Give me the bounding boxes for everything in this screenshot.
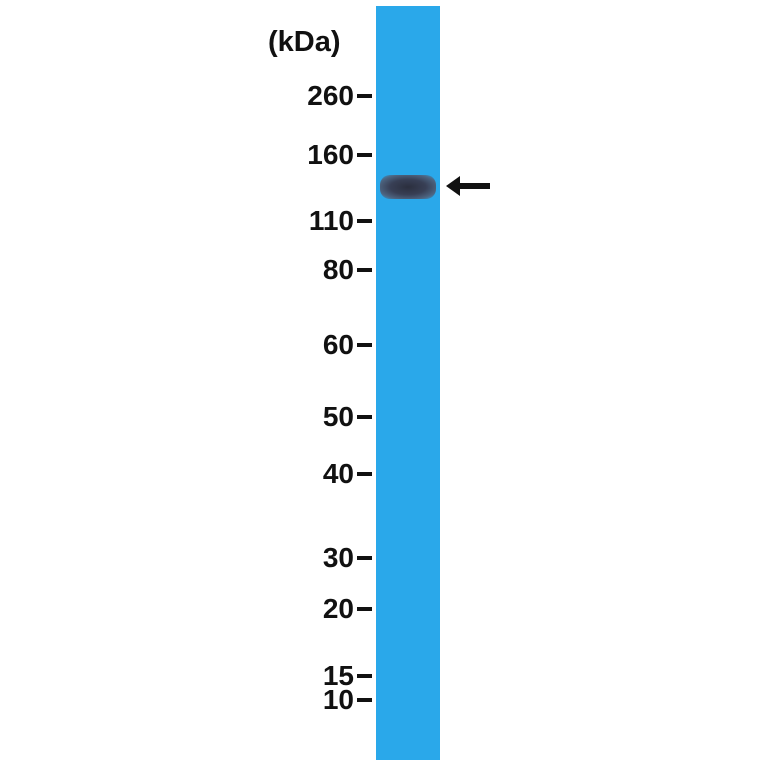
marker-tick — [357, 472, 372, 476]
marker-110: 110 — [0, 206, 374, 236]
marker-label: 10 — [322, 684, 354, 715]
marker-label: 40 — [322, 458, 354, 489]
marker-20: 20 — [0, 594, 374, 624]
marker-tick — [357, 153, 372, 157]
marker-tick — [357, 556, 372, 560]
marker-tick — [357, 343, 372, 347]
marker-tick — [357, 94, 372, 98]
marker-tick — [357, 415, 372, 419]
marker-tick — [357, 698, 372, 702]
marker-tick — [357, 674, 372, 678]
marker-40: 40 — [0, 459, 374, 489]
marker-label: 20 — [322, 593, 354, 624]
marker-label: 50 — [322, 401, 354, 432]
marker-tick — [357, 219, 372, 223]
marker-label: 160 — [307, 139, 354, 170]
marker-label: 30 — [322, 542, 354, 573]
arrow-left-icon — [446, 176, 490, 196]
marker-label: 80 — [322, 254, 354, 285]
marker-15: 15 — [0, 661, 374, 691]
marker-10: 10 — [0, 685, 374, 715]
marker-label: 60 — [322, 329, 354, 360]
blot-lane — [376, 6, 440, 760]
marker-50: 50 — [0, 402, 374, 432]
marker-160: 160 — [0, 140, 374, 170]
marker-tick — [357, 268, 372, 272]
marker-label: 110 — [308, 205, 354, 236]
marker-60: 60 — [0, 330, 374, 360]
marker-label: 260 — [307, 80, 354, 111]
protein-band — [380, 175, 436, 199]
marker-label: 15 — [322, 660, 354, 691]
marker-tick — [357, 607, 372, 611]
unit-label: (kDa) — [268, 26, 341, 58]
marker-260: 260 — [0, 81, 374, 111]
marker-30: 30 — [0, 543, 374, 573]
marker-80: 80 — [0, 255, 374, 285]
